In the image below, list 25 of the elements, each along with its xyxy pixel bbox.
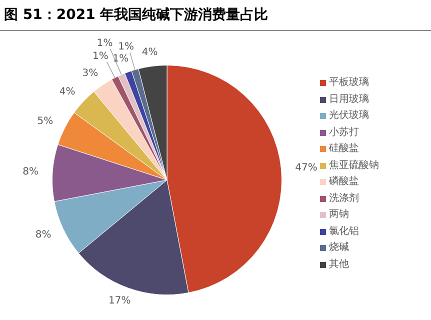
data-label: 3%: [82, 68, 98, 80]
legend-label: 硅酸盐: [329, 142, 359, 156]
data-label: 8%: [35, 229, 52, 240]
data-label: 1%: [96, 38, 113, 50]
legend-label: 氯化铝: [329, 224, 359, 238]
chart-title: 图 51：2021 年我国纯碱下游消费量占比: [0, 0, 431, 31]
data-label: 1%: [92, 50, 108, 62]
legend-label: 其他: [329, 258, 349, 272]
data-label: 5%: [37, 116, 54, 128]
data-label: 8%: [22, 166, 39, 178]
legend-label: 烧碱: [329, 240, 349, 255]
data-label: 47%: [295, 162, 318, 174]
legend-label: 小苏打: [329, 126, 359, 140]
data-label: 4%: [142, 46, 158, 58]
legend-label: 两钠: [329, 208, 349, 222]
legend-label: 洗涤剂: [329, 192, 359, 206]
legend-label: 日用玻璃: [329, 92, 369, 106]
data-label: 4%: [59, 86, 76, 98]
data-label: 1%: [112, 53, 129, 64]
legend-label: 磷酸盐: [329, 174, 359, 189]
legend-label: 平板玻璃: [329, 76, 369, 90]
data-label: 1%: [118, 41, 134, 52]
data-label: 17%: [108, 296, 131, 307]
legend-label: 焦亚硫酸钠: [329, 158, 379, 172]
legend-label: 光伏玻璃: [329, 108, 369, 123]
